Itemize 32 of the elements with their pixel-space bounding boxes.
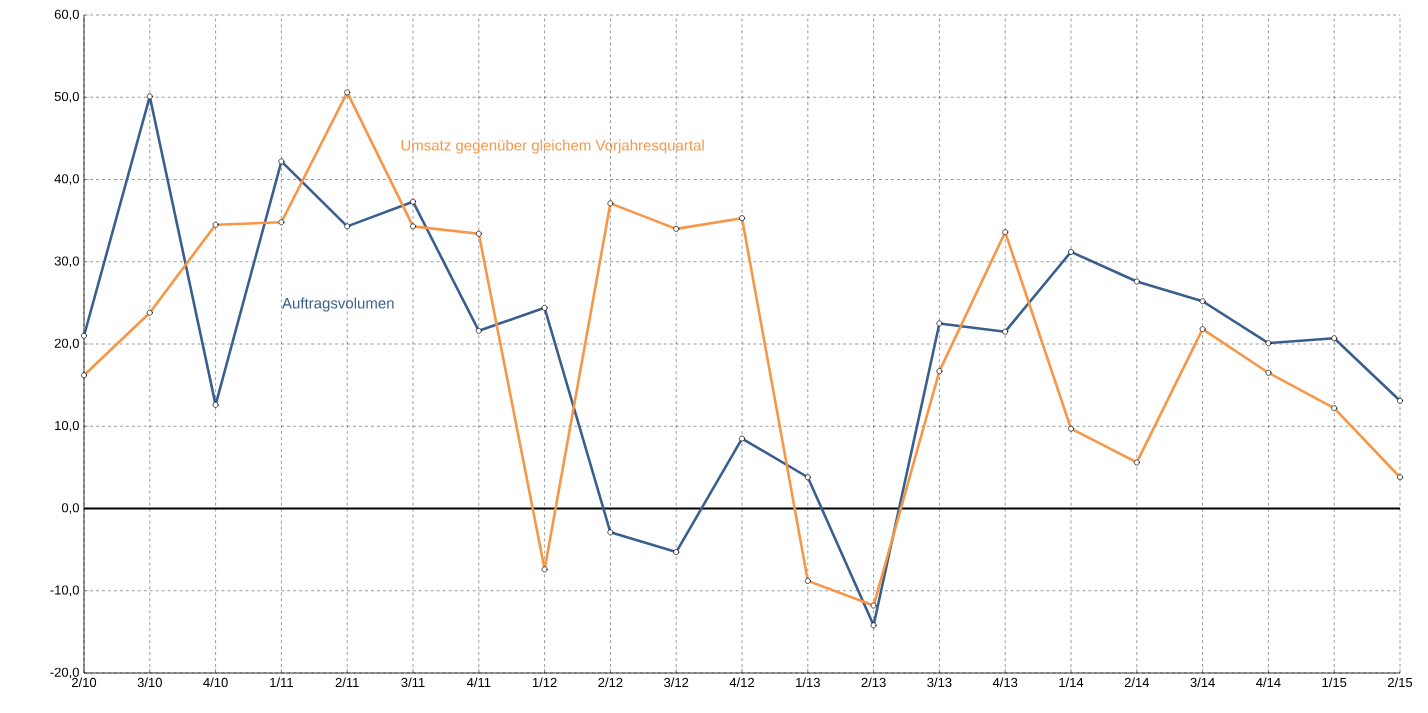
x-tick-label: 2/13 xyxy=(861,677,886,688)
x-tick-label: 4/10 xyxy=(203,677,228,688)
y-tick-label: 50,0 xyxy=(54,91,79,103)
y-tick-label: 40,0 xyxy=(54,174,79,185)
x-tick-label: 1/12 xyxy=(532,677,557,688)
text: Auftragsvolumen xyxy=(282,297,394,312)
y-tick-label: 30,0 xyxy=(54,256,79,268)
x-tick-label: 1/11 xyxy=(270,677,293,688)
x-tick-label: 3/12 xyxy=(664,677,689,688)
series-label: Umsatz gegenüber gleichem Vorjahresquartal xyxy=(401,139,704,154)
y-tick-label: 20,0 xyxy=(54,338,79,350)
x-tick-label: 2/10 xyxy=(72,677,97,688)
x-tick-label: 1/13 xyxy=(796,677,820,688)
x-tick-label: 2/12 xyxy=(598,677,623,688)
y-tick-label: 10,0 xyxy=(55,420,79,432)
x-tick-label: 3/14 xyxy=(1190,677,1215,688)
x-tick-label: 4/13 xyxy=(992,677,1018,688)
x-tick-label: 4/14 xyxy=(1256,677,1281,688)
y-tick-label: -20,0 xyxy=(50,667,79,679)
x-tick-label: 1/14 xyxy=(1059,677,1084,688)
y-tick-label: 0,0 xyxy=(61,503,79,514)
x-tick-label: 4/11 xyxy=(466,677,491,688)
x-tick-label: 1/15 xyxy=(1322,677,1347,688)
x-tick-label: 3/13 xyxy=(927,677,952,688)
y-tick-label: 60,0 xyxy=(54,9,79,21)
x-tick-label: 2/14 xyxy=(1124,677,1150,688)
x-tick-label: 3/11 xyxy=(401,677,425,688)
x-tick-label: 3/10 xyxy=(137,677,162,688)
x-tick-label: 2/15 xyxy=(1388,677,1413,688)
y-tick-label: -10,0 xyxy=(50,585,79,597)
x-tick-label: 2/11 xyxy=(335,677,359,688)
x-tick-label: 4/12 xyxy=(729,677,754,688)
